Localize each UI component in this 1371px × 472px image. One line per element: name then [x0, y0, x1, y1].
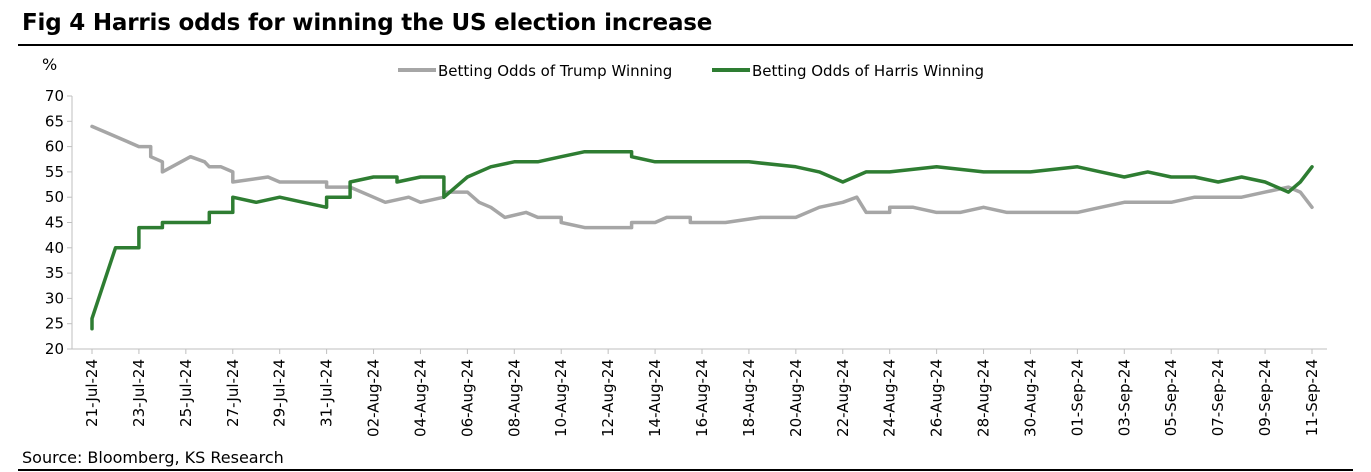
x-tick-label: 24-Aug-24	[881, 359, 899, 437]
x-tick-label: 20-Aug-24	[787, 359, 805, 437]
x-tick-label: 18-Aug-24	[740, 359, 758, 437]
x-tick-label: 12-Aug-24	[599, 359, 617, 437]
y-tick-label: 40	[45, 239, 64, 257]
line-chart: % Betting Odds of Trump Winning Betting O…	[42, 55, 1327, 437]
x-tick-label: 22-Aug-24	[834, 359, 852, 437]
plot-area	[90, 124, 1314, 331]
series-line-harris	[90, 149, 1314, 331]
x-tick-label: 21-Jul-24	[83, 359, 101, 427]
x-tick-label: 31-Jul-24	[318, 359, 336, 427]
x-tick-label: 28-Aug-24	[975, 359, 993, 437]
x-tick-label: 26-Aug-24	[928, 359, 946, 437]
y-tick-label: 70	[45, 87, 64, 105]
y-tick-label: 25	[45, 315, 64, 333]
figure-title: Fig 4 Harris odds for winning the US ele…	[22, 10, 713, 36]
x-tick-label: 02-Aug-24	[365, 359, 383, 437]
y-tick-label: 45	[45, 214, 64, 232]
y-tick-label: 65	[45, 112, 64, 130]
x-tick-label: 14-Aug-24	[646, 359, 664, 437]
x-tick-label: 11-Sep-24	[1303, 359, 1321, 436]
y-axis-unit-label: %	[42, 55, 57, 74]
legend-label: Betting Odds of Trump Winning	[438, 62, 672, 80]
title-underline-rule	[18, 44, 1353, 46]
series-line-trump	[90, 124, 1314, 230]
x-tick-label: 29-Jul-24	[271, 359, 289, 427]
x-axis: 21-Jul-24 23-Jul-24 25-Jul-24 27-Jul-24 29-J…	[72, 348, 1327, 437]
x-tick-label: 04-Aug-24	[411, 359, 429, 437]
x-tick-label: 30-Aug-24	[1021, 359, 1039, 437]
x-tick-label: 03-Sep-24	[1115, 359, 1133, 436]
y-tick-label: 50	[45, 188, 64, 206]
y-tick-label: 55	[45, 163, 64, 181]
bottom-rule	[18, 469, 1353, 471]
x-tick-label: 16-Aug-24	[693, 359, 711, 437]
x-tick-label: 08-Aug-24	[505, 359, 523, 437]
x-tick-label: 27-Jul-24	[224, 359, 242, 427]
x-tick-label: 25-Jul-24	[177, 359, 195, 427]
x-tick-label: 06-Aug-24	[458, 359, 476, 437]
y-tick-label: 35	[45, 264, 64, 282]
y-axis: 20 25 30 35 40 45 50 55 60 65 70	[45, 87, 73, 358]
x-tick-label: 01-Sep-24	[1068, 359, 1086, 436]
x-tick-label: 07-Sep-24	[1209, 359, 1227, 436]
y-tick-label: 20	[45, 340, 64, 358]
x-tick-label: 09-Sep-24	[1256, 359, 1274, 436]
legend-label: Betting Odds of Harris Winning	[752, 62, 984, 80]
y-tick-label: 30	[45, 289, 64, 307]
x-tick-label: 10-Aug-24	[552, 359, 570, 437]
y-tick-label: 60	[45, 138, 64, 156]
x-tick-label: 05-Sep-24	[1162, 359, 1180, 436]
chart-legend: Betting Odds of Trump Winning Betting Odd…	[398, 62, 984, 80]
x-tick-label: 23-Jul-24	[130, 359, 148, 427]
source-note: Source: Bloomberg, KS Research	[22, 448, 284, 467]
